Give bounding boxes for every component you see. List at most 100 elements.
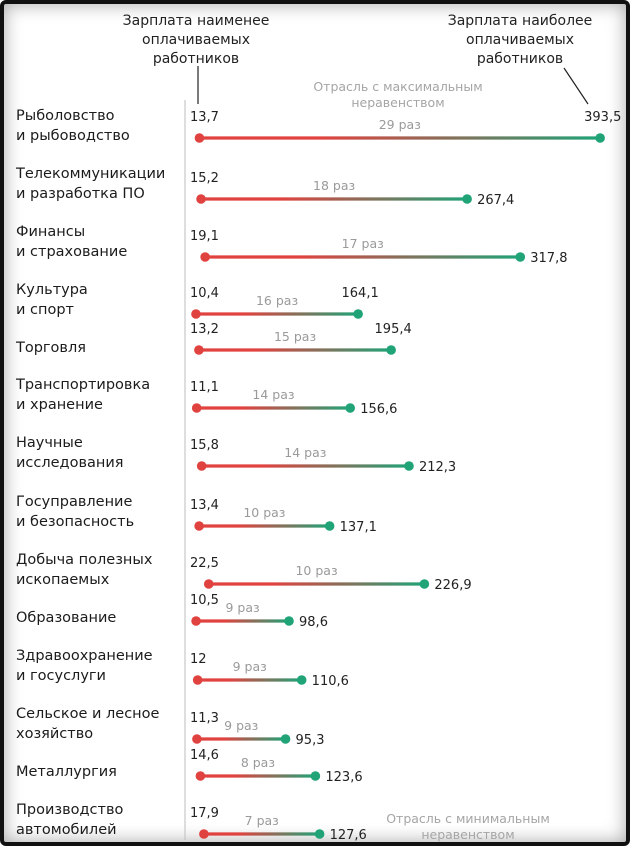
- low-value-label: 14,6: [190, 748, 219, 763]
- chart-row: Добыча полезных ископаемых 22,5 226,9 10 раз: [16, 552, 472, 593]
- chart-row: Рыболовство и рыбоводство 13,7 393,5 29 раз: [16, 108, 621, 144]
- low-salary-dot: [200, 252, 210, 262]
- low-value-label: 19,1: [190, 229, 219, 244]
- low-value-label: 12: [190, 652, 207, 667]
- min-series-header-line: оплачиваемых: [142, 32, 250, 48]
- high-salary-dot: [314, 829, 325, 839]
- low-value-label: 15,8: [190, 438, 219, 453]
- chart-row: Сельское и лесное хозяйство 11,3 95,3 9 раз: [16, 706, 324, 748]
- category-label: Образование: [16, 610, 116, 626]
- category-label: Торговля: [15, 340, 86, 356]
- max-header-pointer: [563, 67, 589, 105]
- low-value-label: 15,2: [190, 171, 219, 186]
- high-salary-dot: [515, 252, 526, 262]
- ratio-label: 18 раз: [313, 178, 355, 193]
- min-series-header-line: Зарплата наименее: [123, 13, 270, 29]
- high-salary-dot: [345, 403, 356, 413]
- low-value-label: 13,4: [190, 498, 219, 513]
- high-value-label: 98,6: [299, 615, 328, 630]
- high-salary-dot: [595, 133, 605, 143]
- high-value-label: 267,4: [477, 193, 514, 208]
- category-label: Культура и спорт: [16, 282, 88, 318]
- ratio-label: 14 раз: [252, 387, 294, 402]
- ratio-label: 15 раз: [274, 329, 316, 344]
- low-salary-dot: [194, 133, 205, 143]
- high-value-label: 393,5: [584, 110, 621, 125]
- high-value-label: 164,1: [342, 286, 379, 301]
- high-value-label: 123,6: [325, 770, 362, 785]
- ratio-label: 29 раз: [379, 117, 421, 132]
- low-salary-dot: [191, 403, 202, 413]
- ratio-label: 9 раз: [225, 600, 259, 615]
- category-label: Металлургия: [16, 764, 117, 780]
- chart-row: Здравоохранение и госуслуги 12 110,6 9 раз: [16, 648, 349, 689]
- category-label: Сельское и лесное хозяйство: [16, 706, 160, 742]
- low-value-label: 10,4: [190, 286, 219, 301]
- category-label: Госуправление и безопасность: [16, 494, 134, 530]
- ratio-label: 8 раз: [241, 755, 275, 770]
- high-value-label: 212,3: [419, 460, 456, 475]
- ratio-label: 9 раз: [233, 659, 267, 674]
- ratio-label: 17 раз: [342, 236, 384, 251]
- low-salary-dot: [199, 829, 209, 839]
- chart-row: Транспортировка и хранение 11,1 156,6 14 раз: [15, 377, 397, 417]
- category-label: Здравоохранение и госуслуги: [16, 648, 153, 684]
- category-label: Транспортировка и хранение: [15, 377, 150, 413]
- category-label: Научные исследования: [16, 435, 124, 471]
- high-value-label: 195,4: [375, 322, 412, 337]
- ratio-label: 14 раз: [284, 445, 326, 460]
- max-inequality-note: неравенством: [351, 95, 444, 110]
- high-salary-dot: [419, 579, 430, 589]
- high-salary-dot: [462, 194, 472, 204]
- chart-row: Производство автомобилей 17,9 127,6 7 раз: [16, 802, 367, 843]
- low-value-label: 10,5: [190, 593, 219, 608]
- low-salary-dot: [203, 579, 214, 589]
- high-salary-dot: [404, 461, 414, 471]
- low-value-label: 13,7: [190, 110, 219, 125]
- low-salary-dot: [195, 771, 206, 781]
- chart-row: Образование 10,5 98,6 9 раз: [16, 593, 328, 630]
- category-label: Рыболовство и рыбоводство: [16, 108, 130, 144]
- high-value-label: 317,8: [530, 251, 567, 266]
- high-salary-dot: [386, 345, 396, 355]
- low-salary-dot: [196, 194, 206, 204]
- chart-row: Металлургия 14,6 123,6 8 раз: [16, 748, 363, 785]
- low-salary-dot: [194, 521, 204, 531]
- low-salary-dot: [194, 345, 204, 355]
- low-value-label: 11,3: [190, 711, 219, 726]
- low-salary-dot: [191, 616, 201, 626]
- max-series-header-line: работников: [477, 51, 563, 67]
- high-salary-dot: [280, 734, 291, 744]
- category-label: Добыча полезных ископаемых: [16, 552, 153, 588]
- max-inequality-note: Отрасль с максимальным: [313, 79, 482, 94]
- high-salary-dot: [284, 616, 294, 626]
- high-salary-dot: [324, 521, 335, 531]
- high-value-label: 156,6: [360, 402, 397, 417]
- low-value-label: 17,9: [190, 806, 219, 821]
- high-value-label: 110,6: [312, 674, 349, 689]
- chart-row: Телекоммуникации и разработка ПО 15,2 267,4…: [15, 166, 514, 208]
- low-salary-dot: [192, 734, 202, 744]
- high-value-label: 137,1: [340, 520, 377, 535]
- high-value-label: 226,9: [434, 578, 471, 593]
- low-value-label: 22,5: [190, 556, 219, 571]
- low-value-label: 11,1: [190, 380, 219, 395]
- category-label: Производство автомобилей: [16, 802, 124, 838]
- low-salary-dot: [191, 309, 201, 319]
- chart-row: Финансы и страхование 19,1 317,8 17 раз: [16, 224, 567, 266]
- ratio-label: 7 раз: [245, 813, 279, 828]
- high-salary-dot: [310, 771, 321, 781]
- chart-row: Госуправление и безопасность 13,4 137,1 10 р…: [16, 494, 377, 535]
- max-series-header-line: Зарплата наиболее: [448, 13, 593, 29]
- ratio-label: 16 раз: [256, 293, 298, 308]
- ratio-label: 10 раз: [243, 505, 285, 520]
- category-label: Телекоммуникации и разработка ПО: [15, 166, 165, 202]
- chart-row: Культура и спорт 10,4 164,1 16 раз: [16, 282, 379, 319]
- max-series-header-line: оплачиваемых: [466, 32, 574, 48]
- chart-row: Торговля 13,2 195,4 15 раз: [15, 322, 412, 356]
- min-inequality-note: неравенством: [421, 827, 514, 842]
- high-value-label: 95,3: [296, 733, 325, 748]
- category-label: Финансы и страхование: [16, 224, 127, 260]
